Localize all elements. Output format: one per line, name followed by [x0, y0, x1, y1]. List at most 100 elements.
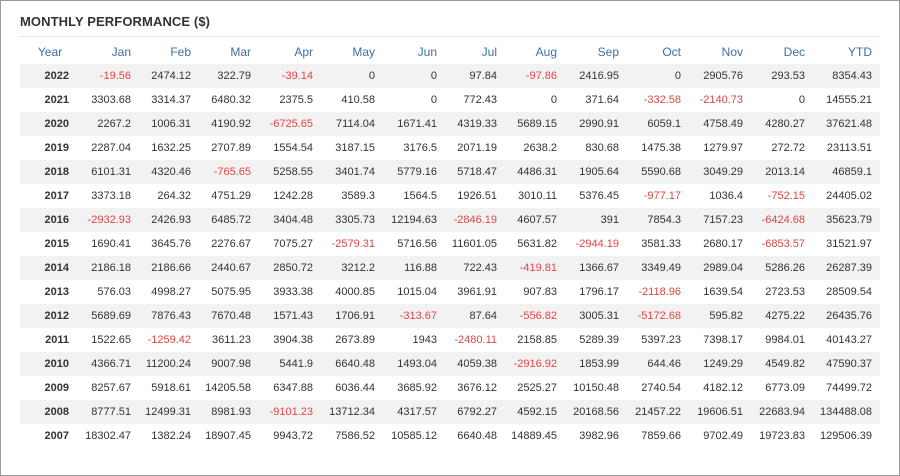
cell-jul: 97.84 — [445, 64, 505, 88]
column-header-nov[interactable]: Nov — [721, 45, 743, 59]
cell-oct: 1475.38 — [627, 136, 689, 160]
cell-jan: -2932.93 — [80, 208, 139, 232]
cell-nov: 7157.23 — [689, 208, 751, 232]
cell-jan: 3303.68 — [80, 88, 139, 112]
cell-aug: 4486.31 — [505, 160, 565, 184]
column-header-jun[interactable]: Jun — [417, 45, 437, 59]
year-cell: 2011 — [20, 328, 80, 352]
cell-sep: 371.64 — [565, 88, 627, 112]
column-header-mar[interactable]: Mar — [230, 45, 251, 59]
cell-sep: 2416.95 — [565, 64, 627, 88]
table-row: 2016 -2932.93 2426.93 6485.72 3404.48 3305.73… — [20, 208, 880, 232]
column-header-year[interactable]: Year — [37, 45, 63, 59]
column-header-jan[interactable]: Jan — [111, 45, 131, 59]
cell-jun: 3685.92 — [383, 376, 445, 400]
cell-nov: 7398.17 — [689, 328, 751, 352]
cell-feb: 1632.25 — [139, 136, 199, 160]
cell-feb: 2426.93 — [139, 208, 199, 232]
cell-sep: 1853.99 — [565, 352, 627, 376]
year-cell: 2017 — [20, 184, 80, 208]
cell-mar: 4751.29 — [199, 184, 259, 208]
cell-may: 0 — [321, 64, 383, 88]
cell-apr: 9943.72 — [259, 424, 321, 448]
column-header-apr[interactable]: Apr — [294, 45, 313, 59]
cell-apr: -6725.65 — [259, 112, 321, 136]
cell-oct: 3581.33 — [627, 232, 689, 256]
cell-ytd: 14555.21 — [813, 88, 880, 112]
cell-sep: 3982.96 — [565, 424, 627, 448]
cell-jul: -2846.19 — [445, 208, 505, 232]
year-cell: 2014 — [20, 256, 80, 280]
cell-jul: 11601.05 — [445, 232, 505, 256]
cell-sep: 3005.31 — [565, 304, 627, 328]
cell-nov: 2680.17 — [689, 232, 751, 256]
cell-aug: -97.86 — [505, 64, 565, 88]
cell-may: 410.58 — [321, 88, 383, 112]
cell-jan: 3373.18 — [80, 184, 139, 208]
cell-may: 7586.52 — [321, 424, 383, 448]
column-header-jul[interactable]: Jul — [481, 45, 497, 59]
cell-may: 3401.74 — [321, 160, 383, 184]
cell-apr: 5258.55 — [259, 160, 321, 184]
cell-ytd: 8354.43 — [813, 64, 880, 88]
column-header-aug[interactable]: Aug — [535, 45, 557, 59]
cell-ytd: 40143.27 — [813, 328, 880, 352]
cell-mar: -765.65 — [199, 160, 259, 184]
cell-ytd: 28509.54 — [813, 280, 880, 304]
column-header-ytd[interactable]: YTD — [848, 45, 872, 59]
monthly-performance-table: Year Jan Feb Mar Apr May Jun Jul Aug Sep… — [20, 40, 880, 448]
cell-may: 4000.85 — [321, 280, 383, 304]
cell-jul: 772.43 — [445, 88, 505, 112]
panel-title: MONTHLY PERFORMANCE ($) — [20, 14, 211, 29]
cell-mar: 2440.67 — [199, 256, 259, 280]
cell-feb: 5918.61 — [139, 376, 199, 400]
cell-dec: 293.53 — [751, 64, 813, 88]
cell-feb: 4998.27 — [139, 280, 199, 304]
cell-apr: 2375.5 — [259, 88, 321, 112]
cell-nov: 595.82 — [689, 304, 751, 328]
column-header-sep[interactable]: Sep — [597, 45, 619, 59]
cell-dec: 4275.22 — [751, 304, 813, 328]
year-cell: 2009 — [20, 376, 80, 400]
column-header-dec[interactable]: Dec — [783, 45, 805, 59]
cell-aug: 5689.15 — [505, 112, 565, 136]
cell-dec: -752.15 — [751, 184, 813, 208]
column-header-may[interactable]: May — [352, 45, 375, 59]
year-cell: 2019 — [20, 136, 80, 160]
column-header-oct[interactable]: Oct — [662, 45, 681, 59]
cell-mar: 2276.67 — [199, 232, 259, 256]
cell-feb: 1382.24 — [139, 424, 199, 448]
cell-aug: 5631.82 — [505, 232, 565, 256]
cell-oct: -5172.68 — [627, 304, 689, 328]
cell-dec: 2723.53 — [751, 280, 813, 304]
cell-nov: 1036.4 — [689, 184, 751, 208]
cell-sep: 10150.48 — [565, 376, 627, 400]
cell-ytd: 134488.08 — [813, 400, 880, 424]
cell-jun: 4317.57 — [383, 400, 445, 424]
cell-sep: -2944.19 — [565, 232, 627, 256]
cell-may: 3589.3 — [321, 184, 383, 208]
year-cell: 2010 — [20, 352, 80, 376]
cell-aug: 4592.15 — [505, 400, 565, 424]
cell-nov: 4182.12 — [689, 376, 751, 400]
cell-jan: 8777.51 — [80, 400, 139, 424]
year-cell: 2015 — [20, 232, 80, 256]
cell-nov: 3049.29 — [689, 160, 751, 184]
cell-jan: 1522.65 — [80, 328, 139, 352]
cell-mar: 14205.58 — [199, 376, 259, 400]
cell-jun: 12194.63 — [383, 208, 445, 232]
table-row: 2009 8257.67 5918.61 14205.58 6347.88 6036.44… — [20, 376, 880, 400]
cell-aug: 907.83 — [505, 280, 565, 304]
cell-aug: 0 — [505, 88, 565, 112]
cell-apr: -39.14 — [259, 64, 321, 88]
cell-jun: 0 — [383, 64, 445, 88]
cell-jan: 4366.71 — [80, 352, 139, 376]
cell-apr: 1554.54 — [259, 136, 321, 160]
cell-aug: -419.81 — [505, 256, 565, 280]
cell-dec: -6853.57 — [751, 232, 813, 256]
column-header-feb[interactable]: Feb — [170, 45, 191, 59]
cell-mar: 2707.89 — [199, 136, 259, 160]
cell-jun: 3176.5 — [383, 136, 445, 160]
cell-nov: -2140.73 — [689, 88, 751, 112]
